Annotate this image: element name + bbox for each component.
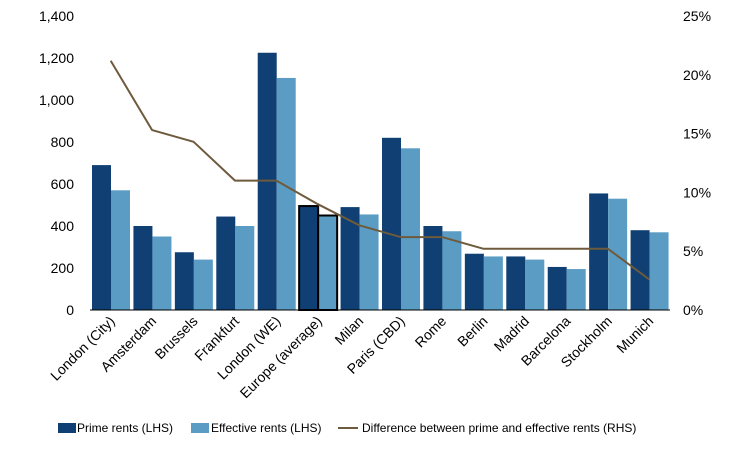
left-tick-label: 800: [51, 134, 75, 150]
bar-prime-rent: [547, 266, 567, 310]
left-tick-label: 1,000: [39, 92, 74, 108]
bar-prime-rent: [216, 216, 236, 310]
category-label: Rome: [412, 313, 450, 351]
legend-swatch-prime: [58, 423, 76, 433]
right-tick-label: 15%: [683, 126, 711, 142]
bar-prime-rent: [423, 226, 443, 310]
category-label: Milan: [331, 313, 366, 348]
left-axis: 0 200 400 600 800 1,000 1,200 1,400: [39, 8, 74, 318]
left-tick-label: 1,400: [39, 8, 74, 24]
left-tick-label: 0: [66, 302, 74, 318]
category-label: Munich: [613, 313, 656, 356]
left-tick-label: 200: [51, 260, 75, 276]
legend-label-difference: Difference between prime and effective r…: [362, 421, 636, 435]
difference-line: [109, 60, 650, 281]
bar-effective-rent: [525, 259, 545, 310]
bar-prime-rent: [133, 226, 153, 310]
right-tick-label: 0%: [683, 302, 703, 318]
bar-prime-rent: [382, 137, 401, 310]
legend-swatch-effective: [191, 423, 209, 433]
bar-effective-rent: [359, 214, 379, 310]
plot-area: [90, 52, 670, 311]
bar-effective-rent: [152, 236, 172, 310]
right-tick-label: 10%: [683, 184, 711, 200]
bar-prime-rent: [340, 207, 360, 310]
legend: Prime rents (LHS) Effective rents (LHS) Di…: [58, 421, 636, 435]
right-axis: 0% 5% 10% 15% 20% 25%: [683, 8, 711, 318]
bar-effective-rent: [193, 259, 213, 310]
bar-effective-rent: [442, 231, 462, 310]
left-tick-label: 1,200: [39, 50, 74, 66]
right-tick-label: 5%: [683, 243, 703, 259]
bar-prime-rent: [506, 256, 526, 310]
bar-prime-rent: [589, 193, 609, 310]
category-label: Berlin: [454, 313, 491, 350]
bar-effective-rent: [235, 226, 255, 310]
right-tick-label: 20%: [683, 67, 711, 83]
bar-effective-rent: [276, 77, 296, 310]
legend-label-effective: Effective rents (LHS): [211, 421, 321, 435]
bar-effective-rent: [111, 190, 130, 310]
legend-label-prime: Prime rents (LHS): [77, 421, 173, 435]
bar-effective-rent: [649, 232, 669, 310]
bar-effective-rent: [317, 214, 339, 311]
left-tick-label: 600: [51, 176, 75, 192]
bar-prime-rent: [174, 252, 194, 310]
bar-effective-rent: [608, 198, 628, 310]
bar-effective-rent: [483, 256, 503, 310]
category-labels: London (City)AmsterdamBrusselsFrankfurtL…: [47, 313, 656, 402]
bar-prime-rent: [630, 230, 650, 310]
bar-prime-rent: [464, 253, 484, 310]
bar-effective-rent: [566, 269, 586, 310]
bar-prime-rent: [92, 165, 111, 310]
bar-effective-rent: [401, 148, 420, 310]
right-tick-label: 25%: [683, 8, 711, 24]
left-tick-label: 400: [51, 218, 75, 234]
bar-prime-rent: [298, 205, 320, 311]
